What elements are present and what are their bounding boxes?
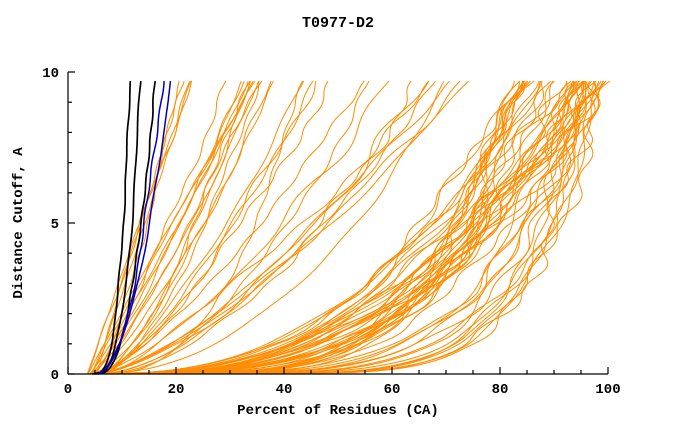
model-curve-right-bundle xyxy=(91,80,535,375)
highlight-curve-black-2 xyxy=(94,80,142,375)
model-curve-right-bundle xyxy=(102,80,584,375)
model-curve-far-right xyxy=(92,81,584,375)
model-curve-mid-fan xyxy=(99,80,436,375)
model-curve-far-right xyxy=(104,81,604,375)
x-tick-label: 20 xyxy=(168,382,185,398)
model-curve-mid-fan xyxy=(98,80,329,375)
model-curve-right-bundle xyxy=(101,81,586,375)
model-curve-mid-fan xyxy=(99,80,450,375)
x-tick-label: 40 xyxy=(276,382,293,398)
model-curve-far-right xyxy=(96,81,595,375)
model-curve-left-fan xyxy=(99,80,263,375)
x-tick-label: 0 xyxy=(64,382,72,398)
model-curve-mid-fan xyxy=(102,80,305,375)
model-curve-right-bundle xyxy=(95,80,611,375)
model-curve-left-fan xyxy=(102,81,260,375)
model-curve-far-right xyxy=(105,80,605,375)
model-curve-left-fan xyxy=(101,80,251,375)
model-curve-right-bundle xyxy=(95,80,575,375)
y-tick-label: 10 xyxy=(42,66,59,82)
model-curve-right-bundle xyxy=(94,81,597,375)
highlight-curve-blue-2 xyxy=(95,81,172,375)
y-axis-label: Distance Cutoff, A xyxy=(11,147,27,299)
model-curve-mid-fan xyxy=(93,80,445,375)
model-curve-right-bundle xyxy=(95,80,555,375)
model-curve-mid-fan xyxy=(96,80,430,375)
model-curve-right-bundle xyxy=(98,80,552,375)
model-curve-far-right xyxy=(104,80,596,375)
model-curve-right-bundle xyxy=(91,80,607,375)
model-curve-right-bundle xyxy=(103,80,597,375)
model-curve-left-fan xyxy=(91,80,256,375)
highlight-curve-black-1 xyxy=(92,81,132,375)
model-curve-right-bundle xyxy=(92,81,568,375)
curves-layer xyxy=(86,80,611,375)
model-curve-left-fan xyxy=(89,80,249,375)
model-curve-right-bundle xyxy=(97,80,543,375)
model-curve-left-fan xyxy=(86,80,192,375)
x-tick-label: 60 xyxy=(384,382,401,398)
model-curve-mid-fan xyxy=(102,80,390,375)
axes-layer: 0 20 40 60 80 100 0 5 10 xyxy=(42,66,620,398)
model-curve-mid-fan xyxy=(98,80,365,375)
model-curve-mid-fan xyxy=(99,80,314,375)
model-curve-left-fan xyxy=(102,80,272,375)
chart-title: T0977-D2 xyxy=(302,15,374,32)
model-curve-right-bundle xyxy=(91,80,584,375)
model-curve-right-bundle xyxy=(105,80,572,375)
model-curve-right-bundle xyxy=(94,80,597,375)
model-curve-left-fan xyxy=(94,80,274,375)
model-curve-right-bundle xyxy=(93,80,526,375)
model-curve-right-bundle xyxy=(92,80,520,375)
model-curve-left-fan xyxy=(90,80,260,375)
model-curve-right-bundle xyxy=(96,80,580,375)
model-curve-far-right xyxy=(102,81,581,375)
model-curve-far-right xyxy=(104,81,601,375)
highlight-curve-blue-1 xyxy=(93,81,165,375)
model-curve-mid-fan xyxy=(96,80,470,375)
model-curve-right-bundle xyxy=(97,80,578,375)
model-curve-right-bundle xyxy=(94,81,520,375)
x-tick-label: 80 xyxy=(492,382,509,398)
x-axis-label: Percent of Residues (CA) xyxy=(237,403,439,419)
x-tick-label: 100 xyxy=(595,382,620,398)
y-tick-label: 0 xyxy=(51,368,59,384)
model-curve-mid-fan xyxy=(93,80,461,375)
model-curve-right-bundle xyxy=(104,80,540,375)
y-tick-label: 5 xyxy=(51,217,59,233)
model-curve-right-bundle xyxy=(91,81,524,375)
